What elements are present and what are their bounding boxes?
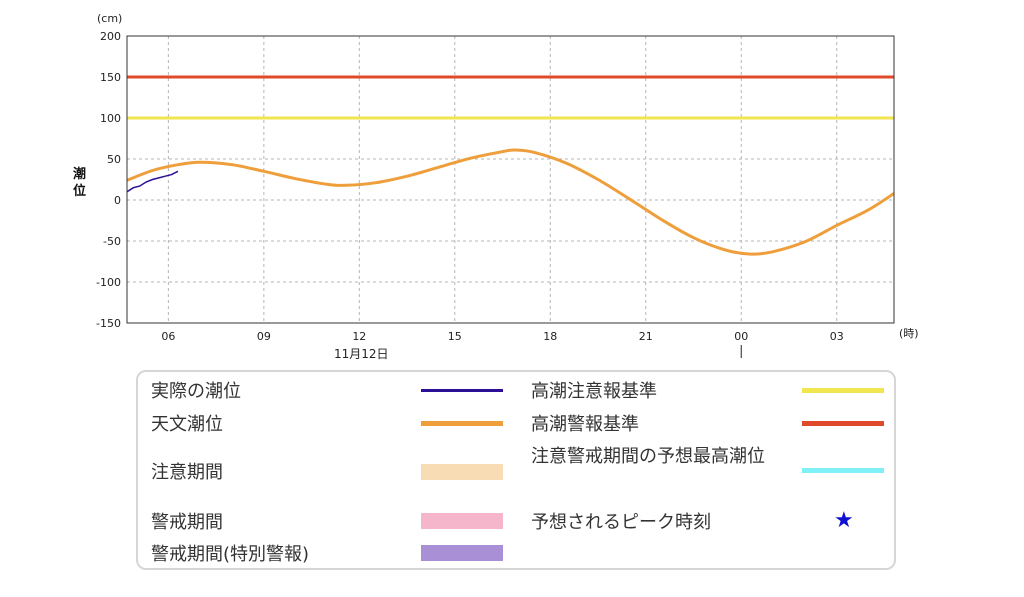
legend-swatch-warning-period xyxy=(421,513,503,529)
series-line-actual xyxy=(126,170,179,193)
legend-label-caution-period: 注意期間 xyxy=(151,462,223,483)
series-lines xyxy=(126,148,895,256)
x-tick-labels: 06 09 12 15 18 21 00 03 xyxy=(161,330,843,343)
x-tick-label: 18 xyxy=(543,330,557,343)
x-tick-label: 21 xyxy=(639,330,653,343)
legend: 実際の潮位 天文潮位 注意期間 警戒期間 警戒期間(特別警報) 高潮注意報基準 … xyxy=(136,370,896,570)
x-tick-label: 03 xyxy=(830,330,844,343)
x-tick-label: 12 xyxy=(352,330,366,343)
y-tick-label: 150 xyxy=(100,71,121,84)
y-axis-label-2: 位 xyxy=(73,183,86,199)
legend-label-caution-threshold: 高潮注意報基準 xyxy=(531,381,657,402)
star-icon: ★ xyxy=(834,508,854,533)
x-tick-label: 15 xyxy=(448,330,462,343)
legend-label-actual: 実際の潮位 xyxy=(151,381,241,402)
x-tick-label: 06 xyxy=(161,330,175,343)
y-axis-label-1: 潮 xyxy=(73,166,86,182)
y-tick-label: 0 xyxy=(114,194,121,207)
date-label: 11月12日 xyxy=(334,347,389,361)
y-tick-label: -150 xyxy=(96,317,121,330)
x-unit-label: (時) xyxy=(899,327,919,340)
tide-chart: 200 150 100 50 0 -50 -100 -150 06 09 12 15 18 21 00 03… xyxy=(73,12,919,361)
legend-swatch-warning-threshold xyxy=(802,421,884,426)
legend-label-warning-period: 警戒期間 xyxy=(151,512,223,533)
y-tick-label: -50 xyxy=(103,235,121,248)
y-unit-label: (cm) xyxy=(97,12,122,25)
x-tick-label: 00 xyxy=(734,330,748,343)
legend-label-special-warning-period: 警戒期間(特別警報) xyxy=(151,544,310,565)
y-tick-label: 100 xyxy=(100,112,121,125)
plot-area xyxy=(127,36,894,323)
legend-swatch-caution-period xyxy=(421,464,503,480)
legend-swatch-actual xyxy=(421,389,503,392)
legend-swatch-special-warning-period xyxy=(421,545,503,561)
threshold-lines xyxy=(127,75,894,120)
y-tick-labels: 200 150 100 50 0 -50 -100 -150 xyxy=(96,30,121,330)
legend-swatch-predicted-max xyxy=(802,468,884,473)
plot-border xyxy=(126,35,895,324)
y-tick-label: 200 xyxy=(100,30,121,43)
y-tick-label: -100 xyxy=(96,276,121,289)
legend-label-predicted-max: 注意警戒期間の予想最高潮位 xyxy=(531,446,765,467)
x-tick-label: 09 xyxy=(257,330,271,343)
y-tick-label: 50 xyxy=(107,153,121,166)
legend-label-astronomical: 天文潮位 xyxy=(151,414,223,435)
legend-swatch-astronomical xyxy=(421,421,503,426)
series-line-astronomical xyxy=(126,148,895,256)
legend-swatch-caution-threshold xyxy=(802,388,884,393)
legend-label-warning-threshold: 高潮警報基準 xyxy=(531,414,639,435)
legend-label-peak-time: 予想されるピーク時刻 xyxy=(531,512,711,533)
